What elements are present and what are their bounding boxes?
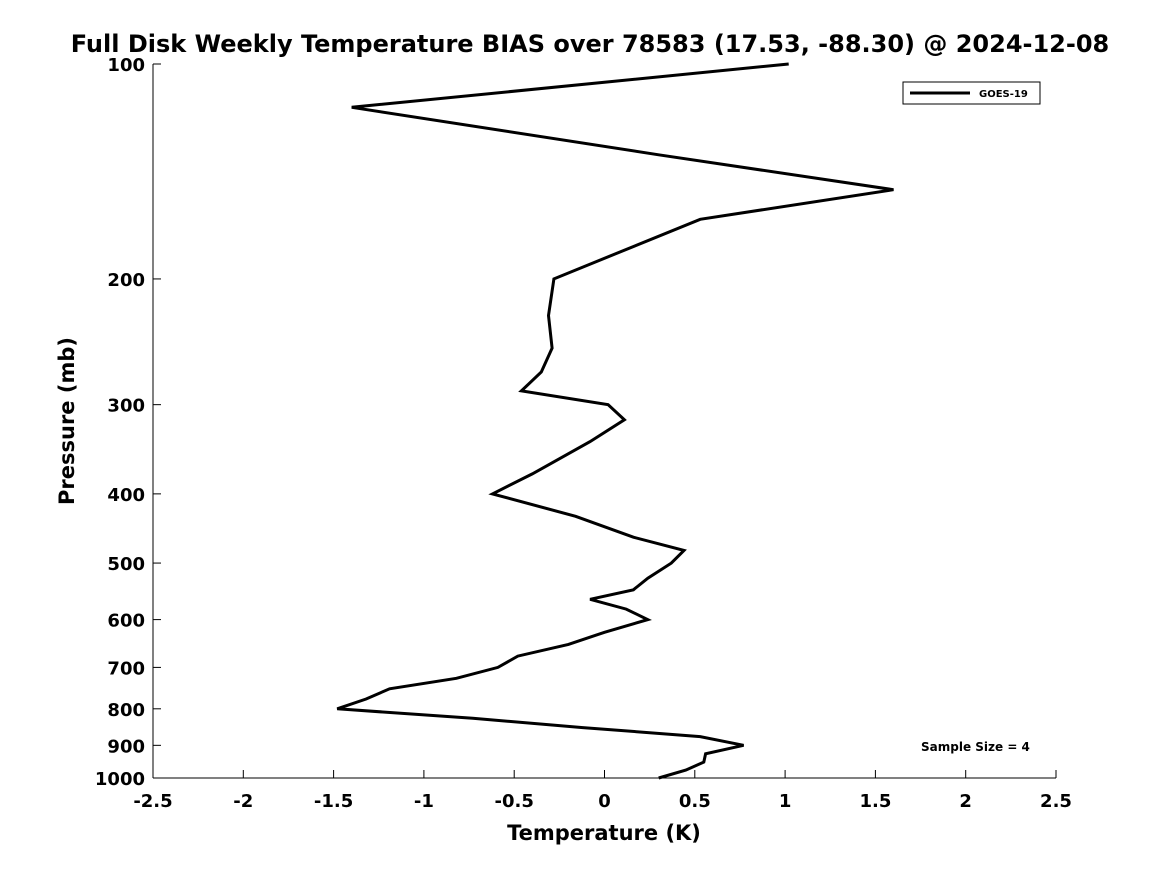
y-axis-label: Pressure (mb) xyxy=(55,337,79,505)
legend-entry-goes-19: GOES-19 xyxy=(979,89,1028,100)
x-tick-label: -1.5 xyxy=(314,791,353,812)
y-tick-label: 100 xyxy=(107,55,145,76)
x-tick-label: -2 xyxy=(233,791,253,812)
sample-size-annotation: Sample Size = 4 xyxy=(921,740,1030,754)
series-line-goes-19 xyxy=(336,62,894,780)
y-ticks: 100 200 300 400 500 600 700 800 900 1000 xyxy=(95,55,161,790)
y-tick-label: 400 xyxy=(107,485,145,506)
y-tick-label: 500 xyxy=(107,554,145,575)
y-tick-label: 600 xyxy=(107,611,145,632)
chart-title: Full Disk Weekly Temperature BIAS over 7… xyxy=(71,30,1110,58)
x-tick-label: -2.5 xyxy=(133,791,172,812)
x-tick-label: 2 xyxy=(959,791,972,812)
x-tick-label: 0.5 xyxy=(679,791,711,812)
x-ticks: -2.5 -2 -1.5 -1 -0.5 0 0.5 1 1.5 2 2.5 xyxy=(133,770,1072,812)
y-tick-label: 800 xyxy=(107,700,145,721)
x-tick-label: 1 xyxy=(779,791,792,812)
y-tick-label: 1000 xyxy=(95,769,145,790)
series-layer xyxy=(336,62,894,780)
x-tick-label: 2.5 xyxy=(1040,791,1072,812)
legend-box xyxy=(902,81,1041,105)
x-tick-label: -0.5 xyxy=(495,791,534,812)
y-tick-label: 900 xyxy=(107,736,145,757)
x-tick-label: 0 xyxy=(598,791,611,812)
y-tick-label: 300 xyxy=(107,396,145,417)
x-axis-label: Temperature (K) xyxy=(507,821,701,845)
legend: GOES-19 xyxy=(902,81,1041,105)
y-tick-label: 700 xyxy=(107,658,145,679)
x-tick-label: -1 xyxy=(414,791,434,812)
y-tick-label: 200 xyxy=(107,270,145,291)
x-tick-label: 1.5 xyxy=(859,791,891,812)
